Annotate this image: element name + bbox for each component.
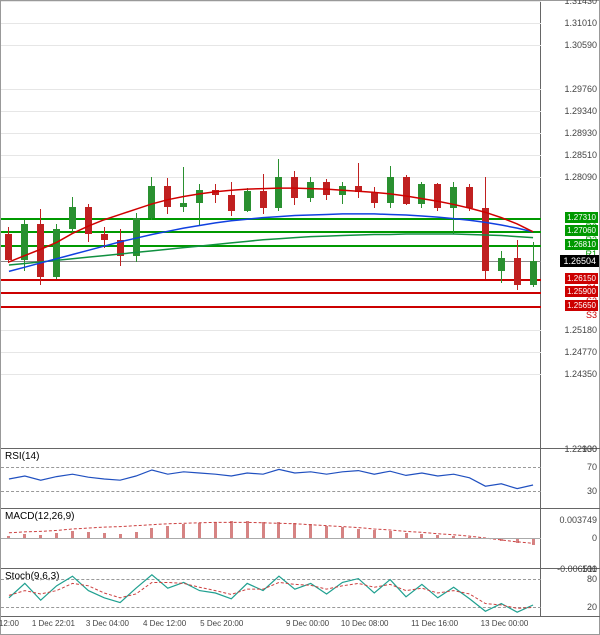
level-S3: 1.25650S3 bbox=[1, 306, 541, 308]
price-ytick: 1.30590 bbox=[564, 40, 597, 50]
indicator-tick: 0 bbox=[592, 533, 597, 543]
price-panel: 1.27310R3 1.27060R2 1.26810R1 1.26150S1 1.25… bbox=[1, 1, 541, 449]
price-ytick: 1.28090 bbox=[564, 172, 597, 182]
price-gridline bbox=[1, 45, 541, 46]
price-gridline bbox=[1, 111, 541, 112]
moving-averages bbox=[1, 1, 541, 449]
stoch-panel: Stoch(9,6,3) bbox=[1, 569, 541, 617]
price-ytick: 1.24350 bbox=[564, 369, 597, 379]
x-axis-label: 4 Dec 12:00 bbox=[143, 619, 186, 628]
x-axis-label: 5 Dec 20:00 bbox=[200, 619, 243, 628]
price-ytick: 1.28510 bbox=[564, 150, 597, 160]
x-axis-label: 13 Dec 00:00 bbox=[481, 619, 529, 628]
indicator-tick: 80 bbox=[587, 574, 597, 584]
x-axis: 12:00 1 Dec 22:01 3 Dec 04:00 4 Dec 12:00 5 … bbox=[1, 617, 541, 635]
level-S1: 1.26150S1 bbox=[1, 279, 541, 281]
price-gridline bbox=[1, 155, 541, 156]
level-R1: 1.26810R1 bbox=[1, 245, 541, 247]
price-ytick: 1.25180 bbox=[564, 325, 597, 335]
rsi-panel: RSI(14) bbox=[1, 449, 541, 509]
stoch-lines bbox=[1, 569, 541, 617]
x-axis-label: 11 Dec 16:00 bbox=[411, 619, 458, 628]
x-axis-label: 12:00 bbox=[0, 619, 19, 628]
x-axis-label: 9 Dec 00:00 bbox=[286, 619, 329, 628]
price-yaxis: 1.31430 1.31010 1.30590 1.29760 1.29340 1.289… bbox=[541, 1, 600, 449]
x-axis-label: 3 Dec 04:00 bbox=[86, 619, 129, 628]
indicator-tick: 70 bbox=[587, 462, 597, 472]
indicator-tick: 20 bbox=[587, 602, 597, 612]
price-gridline bbox=[1, 352, 541, 353]
macd-yaxis: 0.0037490-0.006511 bbox=[541, 509, 600, 569]
price-gridline bbox=[1, 1, 541, 2]
level-R2: 1.27060R2 bbox=[1, 231, 541, 233]
x-axis-label: 1 Dec 22:01 bbox=[32, 619, 75, 628]
indicator-tick: 0.003749 bbox=[559, 515, 597, 525]
chart-container: 1.27310R3 1.27060R2 1.26810R1 1.26150S1 1.25… bbox=[0, 0, 600, 635]
level-R3: 1.27310R3 bbox=[1, 218, 541, 220]
price-ytick: 1.28930 bbox=[564, 128, 597, 138]
rsi-line bbox=[1, 449, 541, 509]
current-price-line bbox=[1, 261, 541, 262]
price-ytick: 1.24770 bbox=[564, 347, 597, 357]
indicator-tick: 30 bbox=[587, 486, 597, 496]
indicator-tick: 100 bbox=[582, 444, 597, 454]
price-gridline bbox=[1, 133, 541, 134]
price-gridline bbox=[1, 374, 541, 375]
indicator-tick: 100 bbox=[582, 564, 597, 574]
x-axis-label: 10 Dec 08:00 bbox=[341, 619, 389, 628]
macd-panel: MACD(12,26,9) bbox=[1, 509, 541, 569]
price-gridline bbox=[1, 23, 541, 24]
price-ytick: 1.29760 bbox=[564, 84, 597, 94]
price-ytick: 1.31430 bbox=[564, 0, 597, 6]
rsi-yaxis: 3070100 bbox=[541, 449, 600, 509]
price-gridline bbox=[1, 177, 541, 178]
macd-signal-line bbox=[1, 509, 541, 569]
price-ytick: 1.29340 bbox=[564, 106, 597, 116]
price-ytick: 1.31010 bbox=[564, 18, 597, 28]
price-gridline bbox=[1, 89, 541, 90]
level-S2: 1.25900S2 bbox=[1, 292, 541, 294]
price-gridline bbox=[1, 330, 541, 331]
current-price-label: 1.26504 bbox=[560, 255, 599, 267]
stoch-yaxis: 2080100 bbox=[541, 569, 600, 617]
